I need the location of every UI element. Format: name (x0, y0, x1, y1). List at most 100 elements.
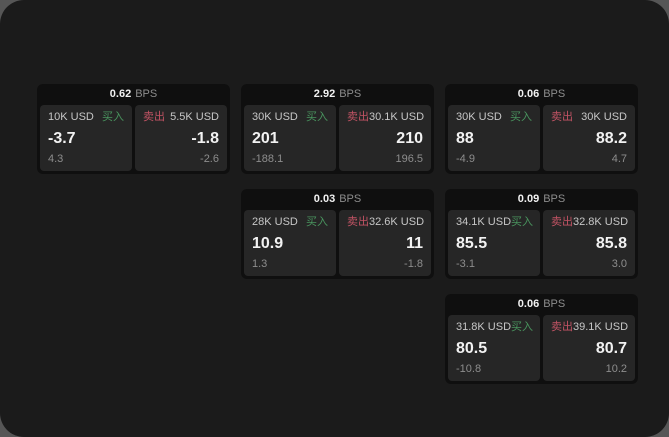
buy-panel-top: 28K USD 买入 (252, 217, 328, 228)
sell-panel-top: 卖出 39.1K USD (551, 321, 629, 333)
buy-amount: 28K USD (252, 216, 298, 228)
sell-amount: 30K USD (581, 111, 627, 123)
buy-tag: 买入 (306, 216, 328, 228)
buy-price: 201 (252, 130, 279, 148)
buy-amount: 30K USD (456, 111, 502, 123)
sell-amount: 5.5K USD (170, 111, 219, 123)
buy-tag: 买入 (511, 321, 534, 333)
quote-card: 0.06 BPS 30K USD 买入 88 -4.9 卖出 30K USD 8… (445, 84, 638, 174)
buy-price: 80.5 (456, 340, 488, 358)
spread-unit: BPS (135, 88, 158, 100)
sell-tag: 卖出 (347, 216, 369, 228)
sell-panel-top: 卖出 32.6K USD (347, 216, 425, 228)
sell-tag: 卖出 (551, 111, 573, 123)
spread-value: 0.62 (109, 88, 132, 100)
sell-amount: 30.1K USD (369, 111, 425, 123)
quote-card: 2.92 BPS 30K USD 买入 201 -188.1 卖出 30.1K … (241, 84, 434, 174)
buy-delta: 1.3 (252, 258, 268, 270)
spread-value: 2.92 (313, 88, 336, 100)
spread-unit: BPS (339, 193, 362, 205)
quote-panels: 10K USD 买入 -3.7 4.3 卖出 5.5K USD -1.8 -2.… (37, 105, 230, 174)
sell-price: 85.8 (595, 235, 627, 253)
quote-card: 0.62 BPS 10K USD 买入 -3.7 4.3 卖出 5.5K USD… (37, 84, 230, 174)
buy-price: 85.5 (456, 235, 488, 253)
sell-panel[interactable]: 卖出 30K USD 88.2 4.7 (543, 105, 635, 171)
buy-delta: -188.1 (252, 153, 284, 165)
sell-panel-top: 卖出 30.1K USD (347, 111, 425, 123)
buy-panel[interactable]: 28K USD 买入 10.9 1.3 (244, 210, 336, 276)
spread-header: 0.03 BPS (241, 189, 434, 210)
buy-delta: -3.1 (456, 258, 475, 270)
buy-amount: 34.1K USD (456, 216, 512, 228)
sell-delta: -1.8 (404, 258, 423, 270)
sell-tag: 卖出 (143, 111, 165, 123)
buy-panel-top: 34.1K USD 买入 (456, 216, 534, 228)
sell-panel[interactable]: 卖出 32.8K USD 85.8 3.0 (543, 210, 635, 276)
spread-value: 0.09 (517, 193, 540, 205)
sell-tag: 卖出 (551, 321, 573, 333)
sell-panel-top: 卖出 30K USD (551, 112, 627, 123)
sell-delta: 10.2 (605, 363, 627, 375)
spread-value: 0.06 (517, 88, 540, 100)
spread-value: 0.03 (313, 193, 336, 205)
spread-unit: BPS (339, 88, 362, 100)
quotes-grid: 0.62 BPS 10K USD 买入 -3.7 4.3 卖出 5.5K USD… (37, 84, 638, 384)
buy-delta: 4.3 (48, 153, 64, 165)
buy-panel-top: 30K USD 买入 (252, 112, 328, 123)
sell-delta: 4.7 (611, 153, 627, 165)
spread-unit: BPS (543, 193, 566, 205)
sell-panel[interactable]: 卖出 39.1K USD 80.7 10.2 (543, 315, 635, 381)
sell-price: -1.8 (191, 130, 219, 148)
buy-panel[interactable]: 34.1K USD 买入 85.5 -3.1 (448, 210, 540, 276)
buy-amount: 10K USD (48, 111, 94, 123)
spread-value: 0.06 (517, 298, 540, 310)
buy-amount: 31.8K USD (456, 321, 512, 333)
buy-tag: 买入 (511, 216, 534, 228)
spread-unit: BPS (543, 298, 566, 310)
sell-delta: 196.5 (395, 153, 423, 165)
sell-panel[interactable]: 卖出 30.1K USD 210 196.5 (339, 105, 431, 171)
spread-unit: BPS (543, 88, 566, 100)
buy-price: 88 (456, 130, 474, 148)
spread-header: 0.06 BPS (445, 84, 638, 105)
sell-delta: 3.0 (611, 258, 627, 270)
buy-delta: -10.8 (456, 363, 482, 375)
buy-panel-top: 30K USD 买入 (456, 112, 532, 123)
sell-price: 210 (396, 130, 423, 148)
sell-price: 11 (406, 235, 423, 253)
quote-panels: 34.1K USD 买入 85.5 -3.1 卖出 32.8K USD 85.8… (445, 210, 638, 279)
buy-amount: 30K USD (252, 111, 298, 123)
sell-panel-top: 卖出 5.5K USD (143, 112, 219, 123)
quote-panels: 30K USD 买入 88 -4.9 卖出 30K USD 88.2 4.7 (445, 105, 638, 174)
buy-tag: 买入 (510, 111, 532, 123)
buy-tag: 买入 (102, 111, 124, 123)
quote-card: 0.06 BPS 31.8K USD 买入 80.5 -10.8 卖出 39.1… (445, 294, 638, 384)
buy-price: 10.9 (252, 235, 284, 253)
sell-tag: 卖出 (347, 111, 369, 123)
spread-header: 2.92 BPS (241, 84, 434, 105)
sell-tag: 卖出 (551, 216, 573, 228)
sell-price: 80.7 (595, 340, 627, 358)
sell-price: 88.2 (595, 130, 627, 148)
spread-header: 0.62 BPS (37, 84, 230, 105)
buy-delta: -4.9 (456, 153, 475, 165)
buy-panel[interactable]: 30K USD 买入 201 -188.1 (244, 105, 336, 171)
quote-card: 0.03 BPS 28K USD 买入 10.9 1.3 卖出 32.6K US… (241, 189, 434, 279)
buy-panel[interactable]: 30K USD 买入 88 -4.9 (448, 105, 540, 171)
sell-amount: 39.1K USD (573, 321, 629, 333)
buy-panel[interactable]: 31.8K USD 买入 80.5 -10.8 (448, 315, 540, 381)
sell-panel[interactable]: 卖出 32.6K USD 11 -1.8 (339, 210, 431, 276)
quote-panels: 30K USD 买入 201 -188.1 卖出 30.1K USD 210 1… (241, 105, 434, 174)
sell-panel[interactable]: 卖出 5.5K USD -1.8 -2.6 (135, 105, 227, 171)
quote-panels: 28K USD 买入 10.9 1.3 卖出 32.6K USD 11 -1.8 (241, 210, 434, 279)
spread-header: 0.06 BPS (445, 294, 638, 315)
quote-card: 0.09 BPS 34.1K USD 买入 85.5 -3.1 卖出 32.8K… (445, 189, 638, 279)
buy-panel[interactable]: 10K USD 买入 -3.7 4.3 (40, 105, 132, 171)
buy-price: -3.7 (48, 130, 76, 148)
buy-panel-top: 10K USD 买入 (48, 112, 124, 123)
sell-delta: -2.6 (200, 153, 219, 165)
buy-tag: 买入 (306, 111, 328, 123)
sell-amount: 32.6K USD (369, 216, 425, 228)
sell-panel-top: 卖出 32.8K USD (551, 216, 628, 228)
